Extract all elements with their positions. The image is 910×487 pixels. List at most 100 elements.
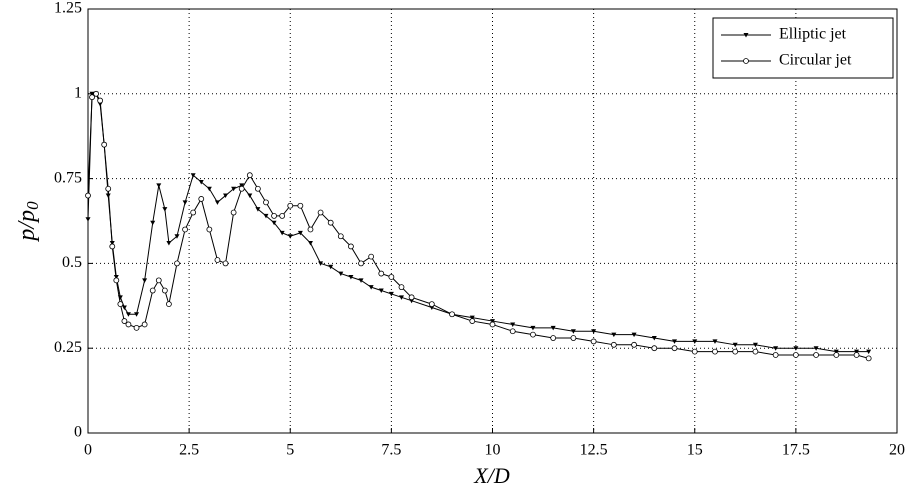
point [318,261,324,266]
point [570,335,577,341]
point [691,348,698,355]
point [408,294,415,301]
point [134,312,140,317]
x-tick-label: 5 [286,442,294,459]
point [752,348,759,355]
point [398,284,405,291]
point [121,318,128,324]
point [865,355,872,362]
series-line [87,93,869,353]
y-tick-label: 0.75 [54,169,82,186]
point [206,226,213,233]
point [263,213,269,219]
point [214,200,220,205]
point [732,342,738,348]
x-tick-label: 12.5 [580,442,608,459]
point [793,346,799,351]
point [337,233,344,240]
point [125,321,132,328]
point [142,278,148,283]
point [327,219,334,226]
point [307,226,314,233]
point [348,243,354,250]
point [174,234,180,239]
point [271,220,277,226]
point [833,352,840,358]
point [121,305,127,310]
point [85,192,91,199]
point [591,329,597,334]
point [230,209,237,216]
point [297,230,303,236]
point [570,329,576,334]
point [449,311,455,318]
point [263,199,269,206]
point [165,301,172,308]
point [530,331,536,338]
point [712,339,718,344]
point [214,257,221,263]
point [271,213,277,219]
point [651,345,658,352]
legend-marker [743,58,749,64]
point [752,342,758,348]
point [348,274,354,280]
point [671,345,678,352]
point [109,243,116,250]
x-tick-label: 15 [687,442,703,459]
point [651,336,657,341]
point [297,202,304,209]
y-tick-label: 1.25 [54,0,82,17]
point [610,341,617,348]
point [813,352,819,358]
point [113,277,120,284]
legend-marker [743,33,749,38]
x-tick-label: 2.5 [179,442,199,459]
point [231,186,237,192]
point [101,141,108,148]
point [93,90,99,97]
point [174,260,180,267]
point [772,352,779,358]
y-tick-label: 0 [74,424,82,441]
point [550,325,556,331]
y-tick-label: 1 [74,84,82,101]
legend-box [712,17,894,79]
point [89,94,95,101]
x-tick-label: 7.5 [381,442,401,459]
point [182,226,188,233]
point [247,193,253,199]
point [338,271,344,277]
x-tick-label: 20 [889,442,905,459]
point [89,91,95,97]
point [166,241,172,246]
point [105,185,112,192]
point [833,349,839,355]
point [378,270,385,277]
y-tick-label: 0.25 [54,339,82,356]
point [631,341,637,348]
point [190,209,197,216]
point [732,348,739,355]
x-tick-label: 17.5 [782,442,810,459]
point [254,185,261,192]
point [631,332,637,338]
point [590,338,597,345]
y-tick-label: 0.5 [62,254,82,271]
point [428,301,435,308]
point [611,332,617,338]
legend-label: Circular jet [779,52,852,69]
point [190,173,196,178]
y-axis-label: p/p0 [14,201,42,243]
x-tick-label: 10 [485,442,501,459]
point [388,274,395,280]
point [358,260,364,267]
y-axis-label-main: p/p [14,210,40,243]
point [853,352,860,358]
point [398,295,404,300]
point [509,328,516,335]
point [198,179,204,185]
point [773,346,779,351]
point [692,339,698,344]
